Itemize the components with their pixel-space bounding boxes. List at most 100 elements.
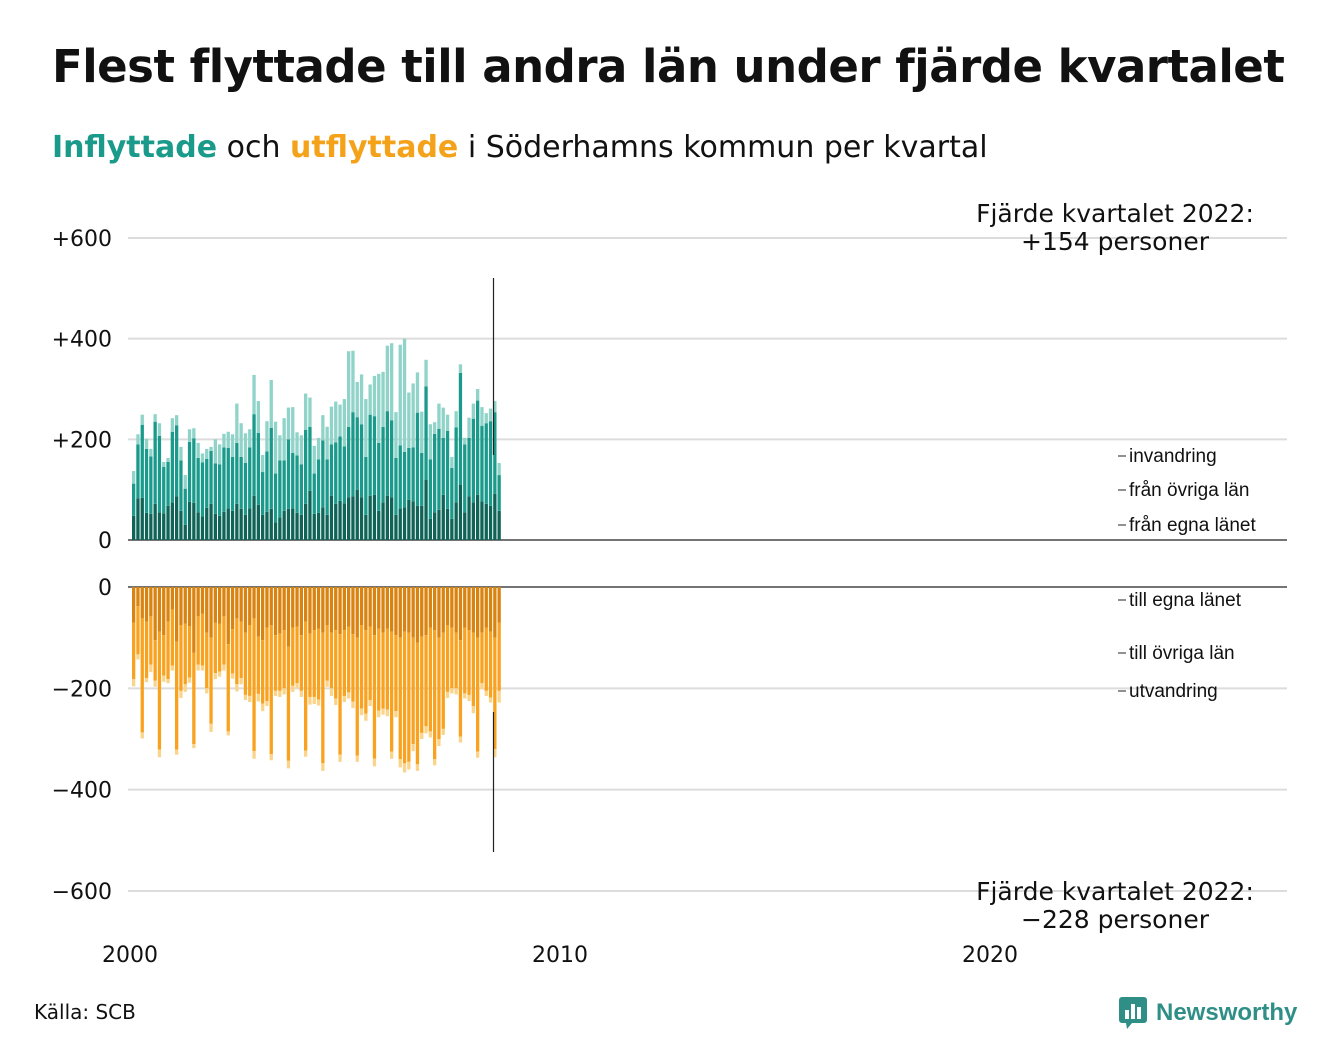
bar-in-segment xyxy=(329,406,334,445)
bar-in-segment xyxy=(411,383,415,448)
bar-out-segment xyxy=(235,587,239,619)
bar-out-segment xyxy=(282,688,286,695)
bar-out-segment xyxy=(252,587,256,619)
bar-in-segment xyxy=(433,422,437,434)
bar-out-segment xyxy=(463,627,467,694)
bar-in-segment xyxy=(200,516,205,540)
bar-in-segment xyxy=(179,446,183,461)
subtitle-rest: i Söderhamns kommun per kvartal xyxy=(467,130,988,165)
bar-in-segment xyxy=(230,434,235,457)
bar-in-segment xyxy=(463,444,467,513)
bar-out-segment xyxy=(273,635,278,691)
bar-out-segment xyxy=(183,587,187,624)
bar-out-segment xyxy=(488,631,493,698)
bar-in-segment xyxy=(239,423,243,457)
bar-out-segment xyxy=(372,587,377,636)
bar-in-segment xyxy=(407,447,411,500)
bar-out-segment xyxy=(325,587,329,625)
bar-out-segment xyxy=(222,616,226,665)
bar-out-segment xyxy=(433,759,437,766)
bar-in-segment xyxy=(312,445,316,474)
bar-out-segment xyxy=(243,694,248,700)
bar-in-segment xyxy=(235,503,239,540)
bar-in-segment xyxy=(196,457,200,513)
bar-in-segment xyxy=(205,507,209,540)
bar-out-segment xyxy=(467,630,471,695)
bar-out-segment xyxy=(248,625,252,696)
bar-out-segment xyxy=(230,673,235,679)
bar-in-segment xyxy=(458,484,463,540)
bar-in-segment xyxy=(222,511,226,540)
bar-in-segment xyxy=(488,408,493,422)
bar-out-segment xyxy=(286,587,291,647)
bar-in-segment xyxy=(205,448,209,459)
bar-out-segment xyxy=(286,760,291,769)
bar-out-segment xyxy=(458,587,463,641)
bar-in-segment xyxy=(153,421,157,504)
bar-out-segment xyxy=(291,587,295,628)
bar-out-segment xyxy=(222,664,226,671)
bar-in-segment xyxy=(321,415,325,441)
bar-in-segment xyxy=(218,444,222,465)
bar-out-segment xyxy=(368,699,372,707)
bar-in-segment xyxy=(359,424,364,498)
bar-out-segment xyxy=(144,621,149,679)
bar-in-segment xyxy=(428,518,432,540)
bar-out-segment xyxy=(394,711,398,718)
bar-out-segment xyxy=(256,587,260,637)
bar-in-segment xyxy=(407,499,411,540)
bar-in-segment xyxy=(411,447,415,502)
bar-out-segment xyxy=(377,710,381,718)
bar-out-segment xyxy=(441,728,445,735)
bar-out-segment xyxy=(312,630,316,697)
bar-out-segment xyxy=(261,587,265,641)
bar-in-segment xyxy=(286,407,291,440)
bar-out-segment xyxy=(136,606,140,655)
bar-out-segment xyxy=(209,637,213,724)
bar-in-segment xyxy=(454,427,458,503)
bar-in-segment xyxy=(415,412,420,506)
bar-in-segment xyxy=(467,437,471,497)
bar-out-segment xyxy=(433,630,437,760)
bar-out-segment xyxy=(170,587,174,610)
bar-in-segment xyxy=(308,490,312,540)
newsworthy-chart-bubble-icon xyxy=(1119,997,1147,1029)
bar-out-segment xyxy=(149,587,153,617)
bar-in-segment xyxy=(368,414,372,496)
bar-out-segment xyxy=(213,587,217,623)
bar-out-segment xyxy=(295,587,299,627)
bar-out-segment xyxy=(476,751,480,758)
bar-in-segment xyxy=(162,461,166,468)
bar-out-segment xyxy=(278,587,282,634)
bar-in-segment xyxy=(334,442,338,504)
bar-out-segment xyxy=(398,637,402,760)
bar-out-segment xyxy=(166,621,170,680)
bar-in-segment xyxy=(329,444,334,496)
bar-out-segment xyxy=(256,636,260,694)
bar-in-segment xyxy=(278,435,282,461)
bar-in-segment xyxy=(261,454,265,473)
bar-out-segment xyxy=(450,587,454,628)
bar-in-segment xyxy=(372,494,377,540)
bar-in-segment xyxy=(368,384,372,415)
bar-out-segment xyxy=(355,755,359,762)
chart-title: Flest flyttade till andra län under fjär… xyxy=(52,40,1285,93)
y-tick-label: −600 xyxy=(52,880,112,905)
bar-in-segment xyxy=(136,434,140,445)
bar-out-segment xyxy=(441,632,445,729)
bar-out-segment xyxy=(411,587,415,638)
bar-in-segment xyxy=(252,374,256,415)
bar-in-segment xyxy=(458,364,463,373)
bar-out-segment xyxy=(372,635,377,759)
bar-out-segment xyxy=(136,587,140,607)
bar-in-segment xyxy=(213,463,217,514)
bar-in-segment xyxy=(493,412,497,494)
bar-in-segment xyxy=(140,424,144,498)
bar-out-segment xyxy=(205,632,209,689)
bar-out-segment xyxy=(273,690,278,696)
bar-in-segment xyxy=(170,502,174,540)
bar-in-segment xyxy=(222,447,226,512)
bar-out-segment xyxy=(385,709,389,717)
subtitle-utflyttade: utflyttade xyxy=(290,130,459,165)
bar-out-segment xyxy=(411,744,415,752)
